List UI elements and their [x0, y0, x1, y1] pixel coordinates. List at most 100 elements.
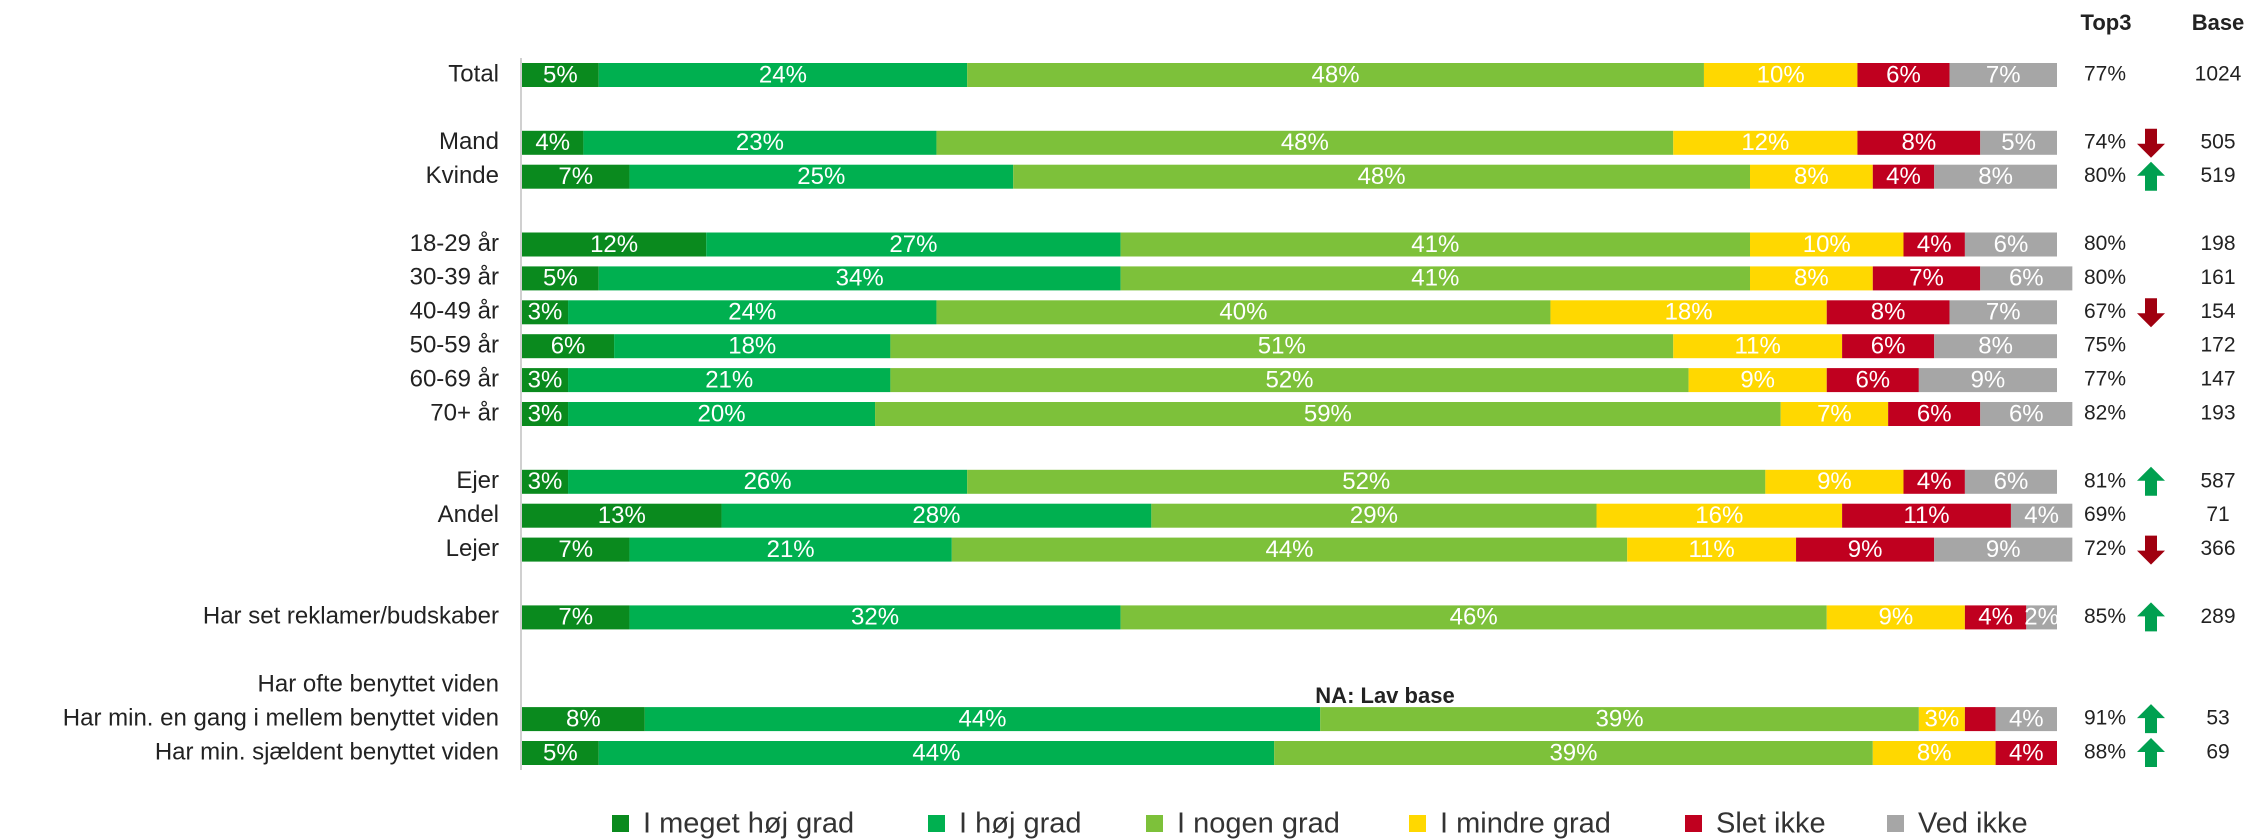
bar-segment	[1627, 537, 1797, 562]
segment-label: 10%	[1803, 231, 1851, 258]
segment-label: 11%	[1903, 502, 1949, 529]
row-label: Har min. sjældent benyttet viden	[155, 738, 499, 765]
bar-segment	[1872, 164, 1935, 189]
top3-value: 72%	[2084, 537, 2126, 560]
segment-label: 44%	[1265, 536, 1313, 563]
segment-label: 5%	[543, 739, 578, 766]
row-label: Har ofte benyttet viden	[258, 671, 499, 698]
bar-segment	[629, 605, 1121, 630]
segment-label: 5%	[543, 265, 578, 292]
segment-label: 18%	[1665, 299, 1713, 326]
base-value: 69	[2206, 741, 2229, 764]
segment-label: 41%	[1411, 231, 1459, 258]
segment-label: 3%	[528, 299, 563, 326]
top3-value: 81%	[2084, 469, 2126, 492]
segment-label: 8%	[1794, 265, 1829, 292]
bar-segment	[1780, 402, 1889, 426]
bar-segment	[522, 300, 569, 325]
row-label: 40-49 år	[410, 298, 499, 325]
segment-label: 9%	[1878, 604, 1913, 631]
segment-label: 44%	[958, 705, 1006, 732]
segment-label: 6%	[2009, 400, 2044, 427]
legend-label: Ved ikke	[1918, 808, 2028, 840]
bar-segment	[1673, 334, 1843, 359]
bar-segment	[890, 334, 1674, 359]
bar-segment	[1842, 334, 1935, 359]
bar-segment	[1903, 232, 1965, 257]
bar-segment	[1980, 130, 2057, 155]
segment-label: 24%	[759, 61, 807, 88]
bar-segment	[522, 537, 630, 562]
segment-label: 7%	[1986, 299, 2021, 326]
bar-segment	[1872, 266, 1981, 291]
segment-label: 4%	[1886, 163, 1921, 190]
bar-segment	[644, 707, 1321, 732]
bar-segment	[522, 130, 584, 155]
row-label: 70+ år	[430, 399, 499, 426]
segment-label: 21%	[767, 536, 815, 563]
bar-segment	[522, 334, 615, 359]
row-label: 60-69 år	[410, 365, 499, 392]
bar-segment	[568, 300, 937, 325]
segment-label: 6%	[1994, 468, 2029, 495]
arrow-up	[2137, 161, 2165, 191]
bar-segment	[522, 266, 599, 291]
segment-label: 51%	[1258, 333, 1306, 360]
base-value: 53	[2206, 707, 2229, 730]
segment-label: 7%	[1909, 265, 1944, 292]
row-label: Andel	[438, 501, 499, 528]
bar-segment	[1949, 300, 2057, 325]
bar-segment	[1120, 605, 1827, 630]
bar-segment	[522, 469, 569, 494]
top3-value: 69%	[2084, 503, 2126, 526]
legend-label: I nogen grad	[1177, 808, 1340, 840]
segment-label: 6%	[2009, 265, 2044, 292]
segment-label: 6%	[1871, 333, 1906, 360]
bar-segment	[875, 402, 1781, 426]
legend-swatch	[1887, 815, 1904, 832]
segment-label: 8%	[1794, 163, 1829, 190]
segment-label: 6%	[1994, 231, 2029, 258]
base-value: 505	[2200, 130, 2235, 153]
bar-segment	[1826, 300, 1950, 325]
segment-label: 34%	[836, 265, 884, 292]
row-label: Har set reklamer/budskaber	[203, 603, 499, 630]
row-label: 30-39 år	[410, 264, 499, 291]
bar-segment	[629, 537, 952, 562]
bar-segment	[1903, 469, 1965, 494]
top3-value: 77%	[2084, 368, 2126, 391]
segment-label: 48%	[1312, 61, 1360, 88]
base-value: 161	[2200, 266, 2235, 289]
base-value: 71	[2206, 503, 2229, 526]
bar-segment	[583, 130, 937, 155]
bar-segment	[522, 503, 722, 528]
bar-segment	[1120, 266, 1750, 291]
row-label: 50-59 år	[410, 332, 499, 359]
bar-segment	[1918, 707, 1965, 732]
top3-value: 91%	[2084, 707, 2126, 730]
top3-header: Top3	[2081, 10, 2132, 35]
top3-value: 74%	[2084, 130, 2126, 153]
bar-segment	[1796, 537, 1935, 562]
segment-label: 5%	[2001, 129, 2036, 156]
bar-segment	[1964, 232, 2057, 257]
segment-label: 48%	[1358, 163, 1406, 190]
segment-label: 2%	[2024, 604, 2059, 631]
bar-segment	[522, 368, 569, 393]
bar-segment	[1120, 232, 1750, 257]
bar-segment	[1934, 164, 2057, 189]
segment-label: 11%	[1688, 536, 1734, 563]
bar-segment	[1151, 503, 1597, 528]
base-value: 289	[2200, 605, 2235, 628]
top3-value: 75%	[2084, 334, 2126, 357]
legend-swatch	[1409, 815, 1426, 832]
bar-segment	[1995, 741, 2057, 765]
bar-segment	[1320, 707, 1919, 732]
bar-segment	[1980, 266, 2073, 291]
segment-label: 4%	[1917, 468, 1952, 495]
segment-label: 39%	[1549, 739, 1597, 766]
row-label: Kvinde	[426, 162, 499, 189]
bar-segment	[1980, 402, 2073, 426]
arrow-down	[2137, 128, 2165, 158]
segment-label: 13%	[598, 502, 646, 529]
